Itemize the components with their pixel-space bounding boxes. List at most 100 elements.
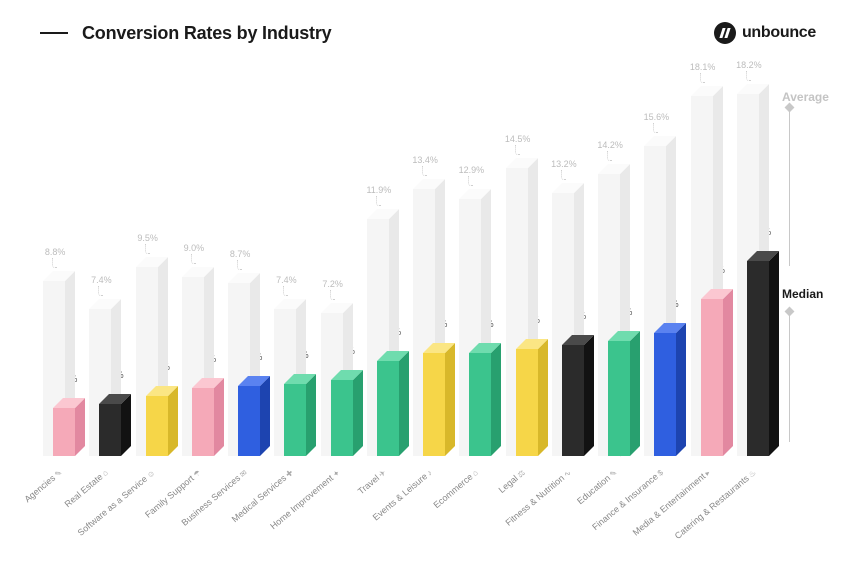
bar-front	[562, 345, 584, 456]
category-icon: ✈	[377, 468, 388, 479]
category-icon: ✉	[238, 468, 249, 479]
average-value-label: 12.9%	[451, 165, 491, 175]
chart-legend: Average Median	[782, 90, 838, 442]
bar-3d-med	[654, 333, 676, 456]
category-icon: ✎	[53, 468, 64, 479]
bar-group: 7.4%2.6%Real Estate⌂	[82, 78, 128, 456]
bar-3d-med	[53, 408, 75, 456]
average-value-label: 18.1%	[683, 62, 723, 72]
brand-name: unbounce	[742, 24, 816, 42]
chart-header: Conversion Rates by Industry unbounce	[40, 22, 816, 44]
average-value-label: 7.2%	[313, 279, 353, 289]
bar-group: 8.8%2.4%Agencies✎	[36, 78, 82, 456]
bar-3d-med	[99, 404, 121, 456]
tick-icon	[746, 71, 751, 81]
average-value-label: 8.7%	[220, 249, 260, 259]
average-value-label: 8.8%	[35, 247, 75, 257]
tick-icon	[561, 170, 566, 180]
average-value-label: 9.5%	[128, 233, 168, 243]
bar-group: 7.4%3.6%Medical Services✚	[267, 78, 313, 456]
category-icon: ☺	[144, 468, 156, 480]
bar-front	[516, 349, 538, 456]
bar-front	[608, 341, 630, 456]
category-label: Travel✈	[356, 466, 390, 496]
legend-median-label: Median	[782, 287, 823, 301]
legend-dot-bottom	[785, 307, 795, 317]
bar-side	[445, 343, 455, 456]
bar-front	[469, 353, 491, 456]
bar-3d-med	[469, 353, 491, 456]
bar-side	[769, 251, 779, 456]
brand-logo: unbounce	[714, 22, 816, 44]
average-value-label: 13.2%	[544, 159, 584, 169]
average-value-label: 18.2%	[729, 60, 769, 70]
bar-side	[260, 376, 270, 456]
bar-front	[654, 333, 676, 456]
bar-side	[630, 331, 640, 456]
bar-group: 12.9%5.2%Ecommerce⌂	[452, 78, 498, 456]
category-label: Real Estate⌂	[63, 466, 112, 509]
category-label: Software as a Service☺	[75, 466, 158, 538]
category-label: Agencies✎	[23, 466, 66, 504]
average-value-label: 9.0%	[174, 243, 214, 253]
bar-group: 18.2%9.8%Catering & Restaurants♨	[730, 78, 776, 456]
bar-side	[353, 370, 363, 456]
bar-group: 14.5%5.4%Legal⚖	[499, 78, 545, 456]
average-value-label: 11.9%	[359, 185, 399, 195]
bar-3d-med	[331, 380, 353, 456]
category-icon: ✦	[331, 468, 342, 479]
average-value-label: 7.4%	[81, 275, 121, 285]
tick-icon	[191, 254, 196, 264]
bar-side	[121, 394, 131, 456]
bar-side	[584, 335, 594, 456]
bar-3d-med	[377, 361, 399, 456]
tick-icon	[237, 260, 242, 270]
title-wrap: Conversion Rates by Industry	[40, 23, 331, 44]
legend-line-top	[789, 108, 790, 266]
bar-side	[676, 323, 686, 456]
bar-front	[423, 353, 445, 456]
bar-front	[747, 261, 769, 456]
category-icon: ✎	[608, 468, 619, 479]
bar-side	[723, 289, 733, 456]
legend-line-bottom	[789, 312, 790, 442]
bar-group: 7.2%3.8%Home Improvement✦	[314, 78, 360, 456]
tick-icon	[422, 166, 427, 176]
bar-front	[99, 404, 121, 456]
chart-title: Conversion Rates by Industry	[82, 23, 331, 44]
bar-group: 13.2%5.6%Fitness & Nutrition∿	[545, 78, 591, 456]
category-icon: ⌂	[471, 468, 480, 478]
bar-3d-med	[284, 384, 306, 456]
bar-side	[491, 343, 501, 456]
bar-3d-med	[146, 396, 168, 456]
category-label: Ecommerce⌂	[432, 466, 482, 510]
bar-side	[214, 378, 224, 456]
tick-icon	[468, 176, 473, 186]
category-label: Media & Entertainment▸	[630, 466, 713, 538]
bar-group: 14.2%5.8%Education✎	[591, 78, 637, 456]
bar-3d-med	[423, 353, 445, 456]
category-label: Catering & Restaurants♨	[673, 466, 760, 541]
legend-dot-top	[785, 103, 795, 113]
bar-group: 13.4%5.2%Events & Leisure♪	[406, 78, 452, 456]
bar-front	[192, 388, 214, 456]
bar-group: 11.9%4.8%Travel✈	[360, 78, 406, 456]
average-value-label: 15.6%	[636, 112, 676, 122]
tick-icon	[653, 123, 658, 133]
category-icon: ▸	[703, 468, 712, 477]
bar-3d-med	[562, 345, 584, 456]
tick-icon	[52, 258, 57, 268]
chart-area: 8.8%2.4%Agencies✎7.4%2.6%Real Estate⌂9.5…	[36, 78, 776, 456]
tick-icon	[607, 151, 612, 161]
bar-front	[701, 299, 723, 456]
average-value-label: 14.5%	[498, 134, 538, 144]
bar-front	[146, 396, 168, 456]
category-icon: ⌂	[101, 468, 110, 478]
average-value-label: 13.4%	[405, 155, 445, 165]
average-value-label: 7.4%	[266, 275, 306, 285]
bar-front	[284, 384, 306, 456]
category-icon: ☂	[191, 468, 202, 480]
bar-3d-med	[516, 349, 538, 456]
category-label: Education✎	[575, 466, 620, 506]
category-icon: ⚖	[515, 468, 526, 480]
